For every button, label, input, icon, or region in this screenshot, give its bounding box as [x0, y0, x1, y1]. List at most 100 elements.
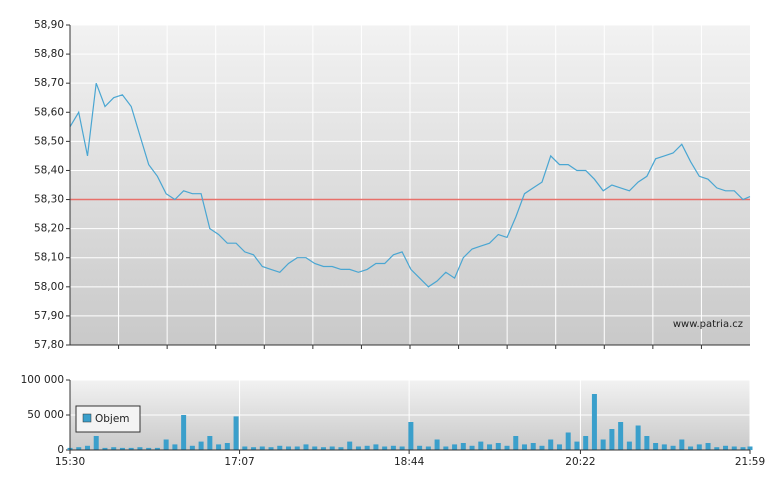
y-tick-label: 57,90: [34, 310, 64, 322]
volume-bar: [373, 444, 379, 450]
volume-bar: [513, 436, 519, 450]
volume-bar: [618, 422, 624, 450]
y-tick-label: 58,30: [34, 194, 64, 206]
y-tick-label: 58,00: [34, 281, 64, 293]
volume-bar: [548, 439, 554, 450]
volume-bar: [338, 447, 344, 450]
volume-bar: [556, 444, 562, 450]
volume-bar: [399, 446, 405, 450]
volume-bar: [583, 436, 589, 450]
volume-bar: [723, 445, 729, 450]
volume-bar: [705, 443, 711, 450]
volume-bar: [626, 441, 632, 450]
volume-bar: [224, 443, 230, 450]
volume-bar: [277, 445, 283, 450]
x-tick-label: 17:07: [224, 456, 254, 468]
volume-bar: [443, 446, 449, 450]
marks: 57,80 57,90 58,00 58,10 58,20 58,30 58,40 58,50…: [21, 19, 766, 468]
volume-bar: [154, 447, 160, 450]
y-tick-label: 58,50: [34, 135, 64, 147]
y-tick-label: 57,80: [34, 339, 64, 351]
legend-swatch: [82, 413, 92, 423]
volume-bar: [740, 447, 746, 450]
volume-bar: [609, 429, 615, 450]
volume-bar: [355, 446, 361, 450]
y-tick-label: 58,60: [34, 106, 64, 118]
volume-bar: [76, 447, 82, 450]
volume-bar: [504, 445, 510, 450]
legend-label: Objem: [95, 413, 130, 425]
volume-bar: [268, 447, 274, 450]
volume-bar: [303, 444, 309, 450]
volume-bar: [653, 443, 659, 450]
y-tick-label: 58,80: [34, 48, 64, 60]
volume-bar: [530, 443, 536, 450]
y-tick-label: 58,90: [34, 19, 64, 31]
volume-bar: [688, 446, 694, 450]
price-line: [69, 82, 751, 288]
volume-bar: [591, 394, 597, 450]
volume-bar: [565, 432, 571, 450]
volume-bar: [163, 439, 169, 450]
x-tick-label: 20:22: [565, 456, 595, 468]
volume-bar: [189, 445, 195, 450]
legend: Objem: [75, 405, 141, 433]
y-tick-label: 58,40: [34, 164, 64, 176]
x-tick-label: 15:30: [55, 456, 85, 468]
volume-bar: [521, 444, 527, 450]
volume-bar: [434, 439, 440, 450]
volume-bar: [137, 447, 143, 450]
y-tick-label: 58,10: [34, 252, 64, 264]
volume-bar: [460, 443, 466, 450]
volume-bar: [417, 445, 423, 450]
y-tick-label: 100 000: [21, 374, 64, 386]
volume-bar: [574, 441, 580, 450]
y-tick-label: 50 000: [27, 409, 64, 421]
volume-bar: [198, 441, 204, 450]
volume-bar: [731, 446, 737, 450]
watermark: www.patria.cz: [673, 319, 743, 330]
volume-bar: [661, 444, 667, 450]
volume-bar: [670, 445, 676, 450]
volume-bar: [364, 445, 370, 450]
x-tick-label: 21:59: [735, 456, 765, 468]
volume-bar: [146, 447, 152, 450]
volume-bar: [242, 446, 248, 450]
volume-bar: [679, 439, 685, 450]
x-tick-label: 18:44: [394, 456, 425, 468]
volume-bar: [425, 446, 431, 450]
y-tick-label: 0: [57, 444, 64, 456]
volume-bar: [495, 443, 501, 450]
volume-bar: [172, 444, 178, 450]
volume-bar: [747, 446, 753, 450]
volume-bar: [600, 439, 606, 450]
volume-bar: [382, 446, 388, 450]
volume-bar: [347, 441, 353, 450]
volume-bar: [452, 444, 458, 450]
volume-bar: [294, 446, 300, 450]
volume-bar: [390, 445, 396, 450]
volume-bar: [111, 447, 117, 450]
volume-bar: [312, 446, 318, 450]
volume-bar: [207, 436, 213, 450]
volume-bar: [478, 441, 484, 450]
volume-bar: [487, 444, 493, 450]
volume-bar: [259, 446, 265, 450]
volume-bar: [251, 447, 257, 450]
volume-bar: [233, 416, 239, 450]
volume-bar: [539, 445, 545, 450]
volume-bar: [119, 447, 125, 450]
volume-bar: [181, 415, 187, 450]
volume-bar: [408, 422, 414, 450]
volume-bar: [93, 436, 99, 450]
volume-bar: [320, 447, 326, 450]
volume-bar: [128, 447, 134, 450]
volume-bar: [216, 444, 222, 450]
volume-bar: [469, 445, 475, 450]
volume-bar: [329, 446, 335, 450]
volume-bar: [84, 445, 90, 450]
volume-bar: [635, 425, 641, 450]
y-tick-label: 58,20: [34, 223, 64, 235]
y-tick-label: 58,70: [34, 77, 64, 89]
